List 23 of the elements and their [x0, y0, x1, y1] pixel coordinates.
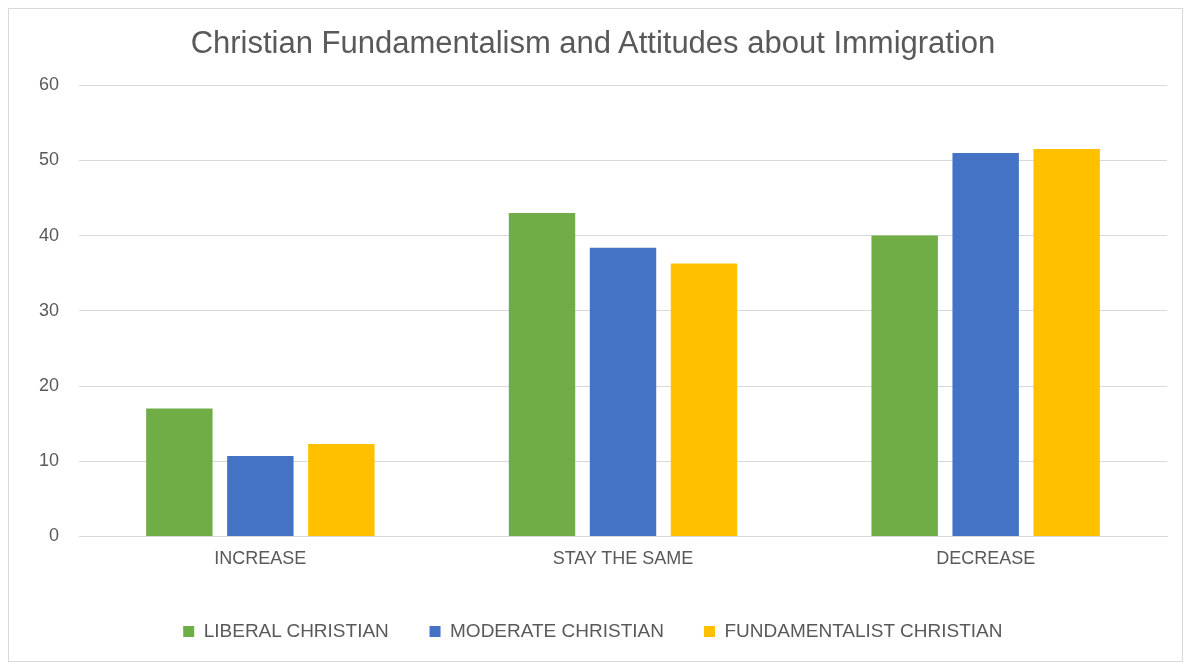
- bar: [146, 408, 213, 536]
- y-tick-label: 0: [49, 525, 60, 546]
- legend-label: FUNDAMENTALIST CHRISTIAN: [724, 619, 1003, 641]
- bar: [308, 443, 375, 536]
- bar: [227, 455, 294, 536]
- bar: [1033, 149, 1100, 536]
- bar: [871, 235, 938, 536]
- x-tick-label: INCREASE: [214, 548, 307, 569]
- bar: [589, 247, 657, 536]
- chart-title: Christian Fundamentalism and Attitudes about Immigration: [190, 25, 996, 61]
- x-tick-label: STAY THE SAME: [552, 548, 694, 569]
- y-tick-label: 10: [38, 450, 60, 471]
- y-tick-label: 50: [38, 149, 60, 170]
- bar: [952, 152, 1019, 536]
- legend-label: LIBERAL CHRISTIAN: [203, 619, 389, 641]
- y-tick-label: 30: [38, 299, 60, 320]
- y-tick-label: 20: [38, 374, 60, 395]
- bar: [670, 263, 738, 536]
- bar: [508, 213, 576, 536]
- x-tick-label: DECREASE: [936, 548, 1036, 569]
- legend-label: MODERATE CHRISTIAN: [450, 619, 664, 641]
- y-tick-label: 40: [38, 224, 60, 245]
- y-tick-label: 60: [38, 74, 60, 95]
